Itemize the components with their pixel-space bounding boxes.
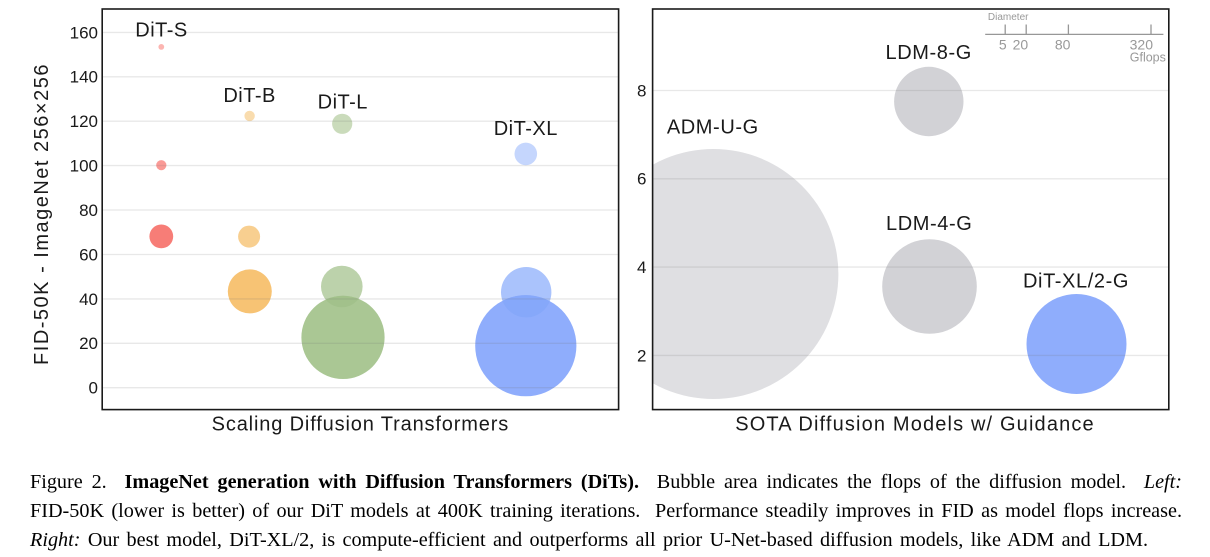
svg-text:LDM-8-G: LDM-8-G xyxy=(885,42,971,64)
svg-text:Gflops: Gflops xyxy=(1130,51,1166,65)
svg-text:20: 20 xyxy=(1013,36,1029,52)
svg-text:DiT-B: DiT-B xyxy=(223,85,276,107)
svg-text:320: 320 xyxy=(1130,36,1154,52)
svg-text:DiT-L: DiT-L xyxy=(318,92,368,114)
svg-text:FID-50K - ImageNet 256×256: FID-50K - ImageNet 256×256 xyxy=(31,63,53,365)
svg-text:SOTA Diffusion Models w/ Guida: SOTA Diffusion Models w/ Guidance xyxy=(735,414,1095,436)
svg-text:60: 60 xyxy=(79,245,98,264)
svg-text:2: 2 xyxy=(637,346,646,365)
svg-text:0: 0 xyxy=(89,379,98,398)
svg-text:120: 120 xyxy=(70,112,98,131)
svg-text:5: 5 xyxy=(999,36,1007,52)
svg-text:Scaling Diffusion Transformers: Scaling Diffusion Transformers xyxy=(212,414,509,436)
svg-text:LDM-4-G: LDM-4-G xyxy=(886,213,972,235)
svg-text:80: 80 xyxy=(79,201,98,220)
svg-text:6: 6 xyxy=(637,170,646,189)
svg-text:Diameter: Diameter xyxy=(988,12,1029,23)
svg-text:20: 20 xyxy=(79,334,98,353)
svg-text:140: 140 xyxy=(70,68,98,87)
svg-text:DiT-S: DiT-S xyxy=(135,20,188,42)
svg-text:40: 40 xyxy=(79,290,98,309)
svg-text:4: 4 xyxy=(637,258,646,277)
svg-text:8: 8 xyxy=(637,81,646,100)
svg-text:ADM-U-G: ADM-U-G xyxy=(667,116,759,138)
svg-text:160: 160 xyxy=(70,23,98,42)
svg-text:100: 100 xyxy=(70,157,98,176)
svg-text:DiT-XL/2-G: DiT-XL/2-G xyxy=(1023,271,1129,293)
svg-text:80: 80 xyxy=(1055,36,1071,52)
svg-text:DiT-XL: DiT-XL xyxy=(494,118,558,140)
